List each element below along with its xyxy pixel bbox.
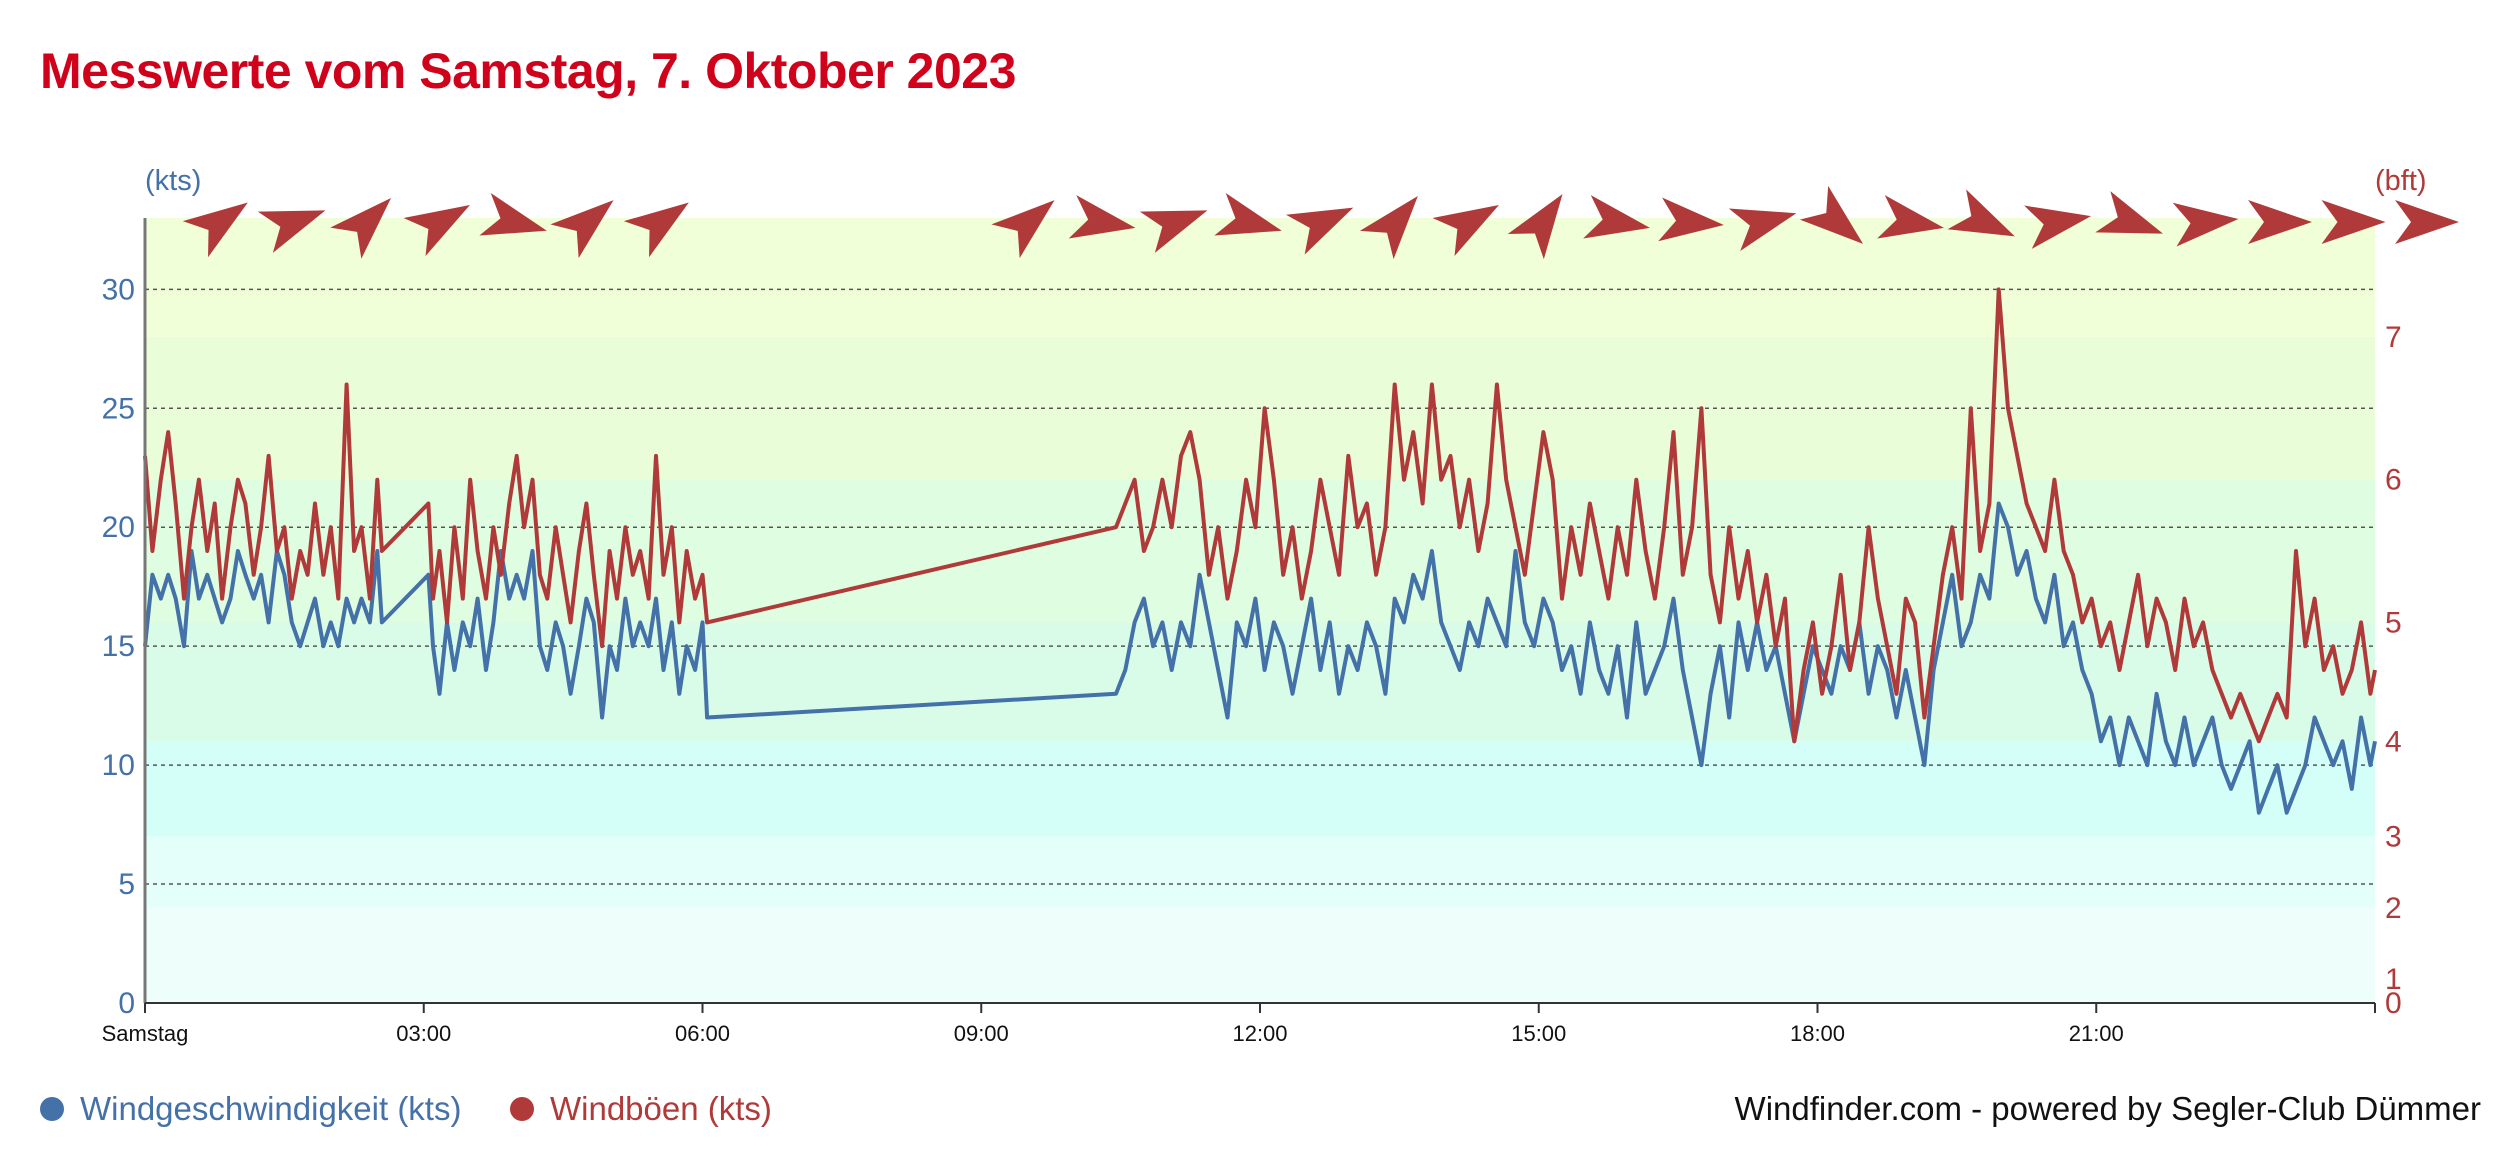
- bft-tick-label-1: 1: [2385, 963, 2402, 996]
- wind-arrow-shape: [1658, 197, 1724, 242]
- wind-arrow-26: [2395, 200, 2459, 244]
- y-tick-label-30: 30: [102, 273, 135, 306]
- y-tick-label-25: 25: [102, 392, 135, 425]
- wind-arrow-shape: [991, 200, 1055, 259]
- wind-arrow-shape: [1728, 208, 1797, 252]
- wind-arrow-8: [1068, 195, 1136, 239]
- wind-arrow-16: [1658, 197, 1724, 242]
- wind-arrow-shape: [1507, 194, 1563, 260]
- legend-item-speed[interactable]: Windgeschwindigkeit (kts): [40, 1090, 461, 1128]
- wind-arrow-14: [1507, 194, 1563, 260]
- wind-arrow-shape: [182, 202, 248, 258]
- wind-arrow-10: [1214, 192, 1282, 236]
- right-axis-unit-label: (bft): [2375, 165, 2427, 197]
- y-tick-label-10: 10: [102, 749, 135, 782]
- bft-tick-label-4: 4: [2385, 725, 2402, 758]
- x-tick-label-15: 15:00: [1511, 1021, 1566, 1046]
- chart-title: Messwerte vom Samstag, 7. Oktober 2023: [40, 43, 1016, 99]
- bft-tick-label-7: 7: [2385, 321, 2402, 354]
- speed-line: [143, 501, 2377, 815]
- bft-tick-label-3: 3: [2385, 820, 2402, 853]
- wind-arrow-shape: [2248, 200, 2312, 244]
- wind-arrow-shape: [623, 202, 689, 258]
- wind-arrow-22: [2095, 191, 2163, 234]
- x-tick-label-18: 18:00: [1790, 1021, 1845, 1046]
- wind-arrow-shape: [1799, 185, 1864, 244]
- y-tick-label-5: 5: [118, 868, 135, 901]
- x-tick-label-6: 06:00: [675, 1021, 730, 1046]
- wind-arrow-17: [1728, 208, 1797, 252]
- x-tick-label-0: Samstag: [102, 1021, 189, 1046]
- left-axis-unit-label: (kts): [145, 165, 201, 197]
- legend-speed-label: Windgeschwindigkeit (kts): [80, 1090, 462, 1127]
- wind-direction-arrows: [182, 185, 2459, 260]
- wind-arrow-13: [1432, 205, 1499, 257]
- bft-band-0: [145, 907, 2375, 1003]
- gust-line: [143, 287, 2377, 744]
- wind-arrow-12: [1359, 195, 1418, 260]
- wind-arrow-shape: [1877, 195, 1944, 239]
- bft-tick-label-2: 2: [2385, 892, 2402, 925]
- wind-arrow-shape: [330, 197, 392, 259]
- wind-arrow-0: [182, 202, 248, 258]
- wind-arrow-1: [257, 210, 326, 253]
- wind-arrow-19: [1877, 195, 1944, 239]
- wind-arrow-11: [1286, 207, 1354, 255]
- wind-arrow-25: [2321, 200, 2386, 244]
- y-tick-label-20: 20: [102, 511, 135, 544]
- wind-arrow-shape: [2395, 200, 2459, 244]
- wind-arrow-9: [1139, 210, 1208, 253]
- y-tick-label-0: 0: [118, 987, 135, 1020]
- wind-arrow-15: [1583, 195, 1650, 239]
- legend-item-gust[interactable]: Windböen (kts): [510, 1090, 772, 1128]
- wind-arrow-shape: [1214, 192, 1282, 236]
- x-tick-label-9: 09:00: [954, 1021, 1009, 1046]
- bft-tick-label-0: 0: [2385, 987, 2402, 1020]
- wind-arrow-7: [991, 200, 1055, 259]
- wind-arrow-3: [403, 205, 470, 257]
- bft-tick-label-5: 5: [2385, 606, 2402, 639]
- wind-arrow-21: [2024, 205, 2091, 249]
- wind-arrow-shape: [1139, 210, 1208, 253]
- x-tick-label-12: 12:00: [1232, 1021, 1287, 1046]
- wind-arrow-shape: [1432, 205, 1499, 257]
- wind-arrow-shape: [2024, 205, 2091, 249]
- wind-arrow-shape: [1286, 207, 1354, 255]
- wind-arrow-shape: [403, 205, 470, 257]
- wind-arrow-shape: [257, 210, 326, 253]
- x-tick-label-21: 21:00: [2069, 1021, 2124, 1046]
- legend-gust-marker: [510, 1097, 534, 1121]
- wind-arrow-24: [2248, 200, 2312, 244]
- wind-arrow-shape: [1947, 189, 2015, 237]
- wind-arrow-shape: [2321, 200, 2386, 244]
- beaufort-bands: [145, 218, 2375, 1003]
- wind-arrow-18: [1799, 185, 1864, 244]
- wind-arrow-6: [623, 202, 689, 258]
- series-lines: [143, 287, 2377, 815]
- bft-band-4: [145, 479, 2375, 623]
- wind-arrow-5: [550, 200, 614, 259]
- wind-arrow-2: [330, 197, 392, 259]
- bft-band-6: [145, 218, 2375, 337]
- legend-speed-marker: [40, 1097, 64, 1121]
- wind-arrow-23: [2172, 202, 2239, 247]
- bft-band-1: [145, 836, 2375, 908]
- legend-gust-label: Windböen (kts): [550, 1090, 772, 1127]
- wind-arrow-shape: [2172, 202, 2239, 247]
- x-tick-label-3: 03:00: [396, 1021, 451, 1046]
- wind-arrow-20: [1947, 189, 2015, 237]
- y-tick-label-15: 15: [102, 630, 135, 663]
- wind-arrow-shape: [550, 200, 614, 259]
- bft-tick-label-6: 6: [2385, 464, 2402, 497]
- wind-arrow-shape: [479, 192, 547, 236]
- wind-arrow-shape: [2095, 191, 2163, 234]
- wind-arrow-4: [479, 192, 547, 236]
- credit-text: Windfinder.com - powered by Segler-Club …: [1734, 1090, 2481, 1127]
- bft-band-2: [145, 741, 2375, 837]
- wind-arrow-shape: [1583, 195, 1650, 239]
- wind-arrow-shape: [1068, 195, 1136, 239]
- wind-arrow-shape: [1359, 195, 1418, 260]
